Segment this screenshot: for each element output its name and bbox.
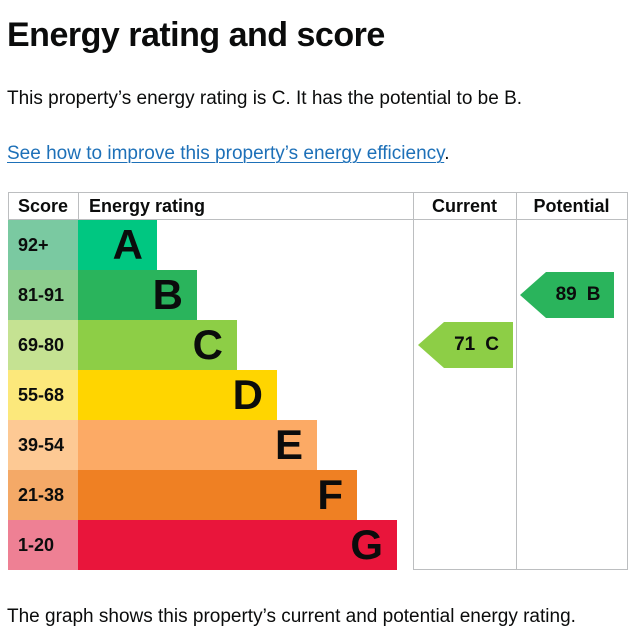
potential-column-header: Potential: [533, 196, 610, 216]
potential-column-border: [516, 192, 517, 570]
score-range-e: 39-54: [8, 420, 78, 470]
band-row-c: 69-80 C: [8, 320, 628, 370]
band-letter-d: D: [232, 371, 263, 418]
band-letter-f: F: [317, 471, 343, 518]
score-range-d: 55-68: [8, 370, 78, 420]
band-letter-a: A: [112, 221, 143, 268]
energy-rating-chart: Score Energy rating Current Potential 92…: [8, 192, 628, 570]
page-title: Energy rating and score: [7, 16, 385, 54]
band-row-g: 1-20 G: [8, 520, 628, 570]
band-bar-a: A: [78, 220, 157, 270]
chart-bottom-border: [413, 569, 628, 570]
current-band: C: [485, 334, 499, 355]
band-row-e: 39-54 E: [8, 420, 628, 470]
score-range-c: 69-80: [8, 320, 78, 370]
band-row-f: 21-38 F: [8, 470, 628, 520]
potential-score: 89: [555, 284, 577, 305]
score-range-f: 21-38: [8, 470, 78, 520]
current-column-header: Current: [431, 196, 497, 216]
chart-header-border: [8, 219, 628, 220]
band-bar-e: E: [78, 420, 317, 470]
band-letter-c: C: [192, 321, 223, 368]
band-rows: 92+ A 81-91 B 69-80 C 55-68 D 39-54 E 21-38 F 1-20 G: [8, 220, 628, 570]
score-column-header: Score: [17, 196, 69, 216]
potential-band: B: [586, 284, 601, 305]
band-bar-f: F: [78, 470, 357, 520]
band-row-b: 81-91 B: [8, 270, 628, 320]
score-range-b: 81-91: [8, 270, 78, 320]
band-bar-d: D: [78, 370, 277, 420]
band-row-d: 55-68 D: [8, 370, 628, 420]
score-range-a: 92+: [8, 220, 78, 270]
rating-summary-text: This property’s energy rating is C. It h…: [7, 88, 523, 109]
energy-rating-column-header: Energy rating: [89, 196, 206, 216]
band-letter-e: E: [274, 421, 303, 468]
score-column-border: [78, 192, 79, 220]
band-bar-c: C: [78, 320, 237, 370]
current-score: 71: [454, 334, 476, 355]
score-range-g: 1-20: [8, 520, 78, 570]
band-bar-b: B: [78, 270, 197, 320]
current-column-border: [413, 192, 414, 570]
band-row-a: 92+ A: [8, 220, 628, 270]
chart-left-border: [8, 192, 9, 220]
improve-efficiency-link[interactable]: See how to improve this property’s energ…: [7, 143, 445, 164]
chart-caption: The graph shows this property’s current …: [7, 606, 576, 627]
link-period: .: [444, 143, 450, 164]
band-letter-b: B: [152, 271, 183, 318]
band-letter-g: G: [350, 521, 383, 568]
band-bar-g: G: [78, 520, 397, 570]
chart-top-border: [8, 192, 628, 193]
chart-right-border: [627, 192, 628, 570]
improve-link-wrapper: See how to improve this property’s energ…: [7, 142, 631, 166]
